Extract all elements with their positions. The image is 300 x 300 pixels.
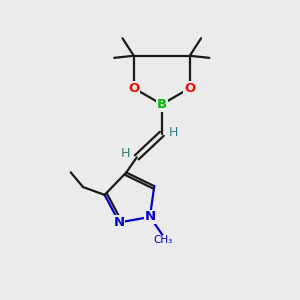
Text: O: O [128, 82, 140, 95]
Text: B: B [157, 98, 167, 111]
Text: H: H [168, 126, 178, 139]
Text: N: N [144, 211, 155, 224]
Text: CH₃: CH₃ [153, 236, 172, 245]
Text: O: O [184, 82, 195, 95]
Text: H: H [121, 147, 130, 160]
Text: N: N [114, 216, 125, 229]
